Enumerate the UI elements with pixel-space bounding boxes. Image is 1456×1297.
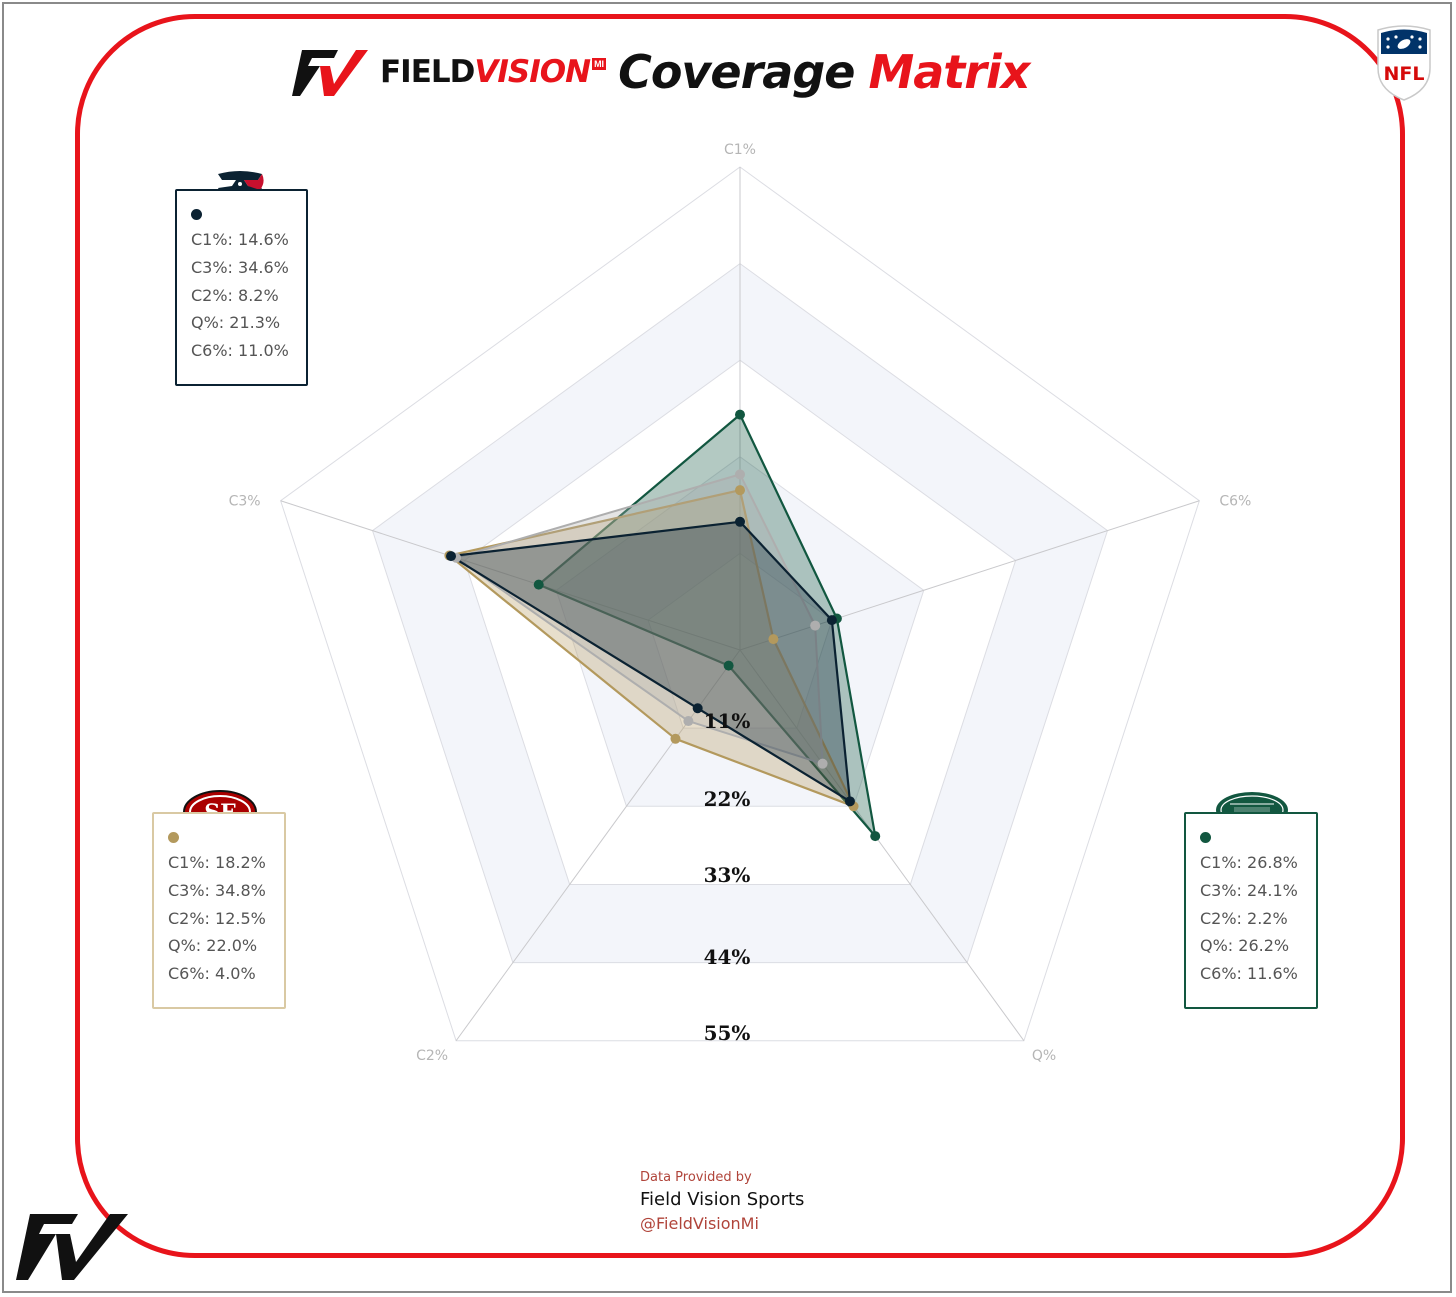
legend-niners-c6: C6%: 4.0% [168,964,256,984]
series-point-grey-0 [735,469,745,480]
title-matrix: Matrix [868,45,1030,99]
chart-title: FIELD VISION MI Coverage Matrix [290,40,1170,104]
series-point-jets-3 [723,660,734,671]
title-brand-field: FIELD [380,54,475,90]
series-point-grey-1 [810,620,821,631]
series-area-texans [449,520,852,803]
data-credits: Data Provided by Field Vision Sports @Fi… [640,1170,860,1233]
series-point-texans-3 [692,703,703,714]
series-point-texans-0 [735,516,745,527]
series-point-grey-3 [683,716,694,727]
ring-label-4: 44% [704,945,751,969]
axis-label-4: C3% [229,494,261,510]
legend-niners-swatch [168,832,179,843]
credits-company: Field Vision Sports [640,1189,805,1210]
legend-jets-c1: C1%: 26.8% [1200,853,1298,872]
legend-texans-c3: C3%: 34.6% [191,257,289,277]
title-mi-badge: MI [592,58,607,70]
legend-niners-c1: C1%: 18.2% [168,853,266,872]
nfl-shield-icon: NFL [1377,25,1431,101]
legend-jets-q: Q%: 26.2% [1200,936,1290,956]
legend-jets-c3: C3%: 24.1% [1200,880,1298,900]
legend-texans: C1%: 14.6% C3%: 34.6% C2%: 8.2% Q%: 21.3… [175,189,308,386]
series-point-jets-4 [533,579,544,590]
legend-jets: C1%: 26.8% C3%: 24.1% C2%: 2.2% Q%: 26.2… [1184,812,1318,1009]
series-point-niners-3 [670,733,681,744]
legend-niners-c2: C2%: 12.5% [168,908,266,928]
ring-label-5: 55% [704,1021,751,1045]
fieldvision-logo-icon [292,50,368,96]
axis-label-0: C1% [724,142,756,158]
series-point-niners-1 [768,634,779,645]
ring-label-1: 11% [704,709,751,733]
radar-spoke-4 [280,500,741,651]
radar-spoke-3 [455,649,741,1042]
legend-niners-q: Q%: 22.0% [168,936,258,956]
title-brand-vision: VISION [474,54,591,90]
radar-spoke-2 [739,649,1025,1042]
legend-jets-swatch [1200,832,1211,843]
series-point-jets-2 [870,831,881,842]
ring-label-2: 22% [704,787,751,811]
series-area-jets [537,413,877,838]
svg-text:NFL: NFL [1384,63,1425,85]
legend-texans-c1: C1%: 14.6% [191,230,289,249]
legend-texans-q: Q%: 21.3% [191,313,281,333]
legend-texans-c2: C2%: 8.2% [191,285,279,305]
credits-provided-by: Data Provided by [640,1170,752,1185]
axis-label-2: Q% [1032,1048,1056,1064]
red-frame [75,14,1405,1258]
legend-texans-swatch [191,209,202,220]
legend-jets-c6: C6%: 11.6% [1200,964,1298,984]
radar-series [444,409,881,842]
legend-texans-c6: C6%: 11.0% [191,341,289,361]
ring-label-3: 33% [704,863,751,887]
radar-labels: C1% C6% Q% C2% C3% 11% 22% 33% 44% 55% [229,142,1252,1064]
series-point-grey-2 [817,758,828,769]
series-point-texans-2 [844,796,855,807]
radar-grid [280,166,1200,1042]
legend-niners: C1%: 18.2% C3%: 34.8% C2%: 12.5% Q%: 22.… [152,812,286,1009]
series-point-niners-0 [735,485,745,496]
series-point-jets-0 [735,409,745,420]
series-point-texans-1 [826,615,837,626]
axis-label-1: C6% [1219,494,1251,510]
series-point-texans-4 [446,551,457,562]
legend-niners-c3: C3%: 34.8% [168,880,266,900]
credits-handle: @FieldVisionMi [640,1214,759,1233]
legend-jets-c2: C2%: 2.2% [1200,908,1288,928]
axis-label-3: C2% [416,1048,448,1064]
title-coverage: Coverage [618,45,855,99]
fieldvision-corner-logo-icon [16,1214,128,1280]
